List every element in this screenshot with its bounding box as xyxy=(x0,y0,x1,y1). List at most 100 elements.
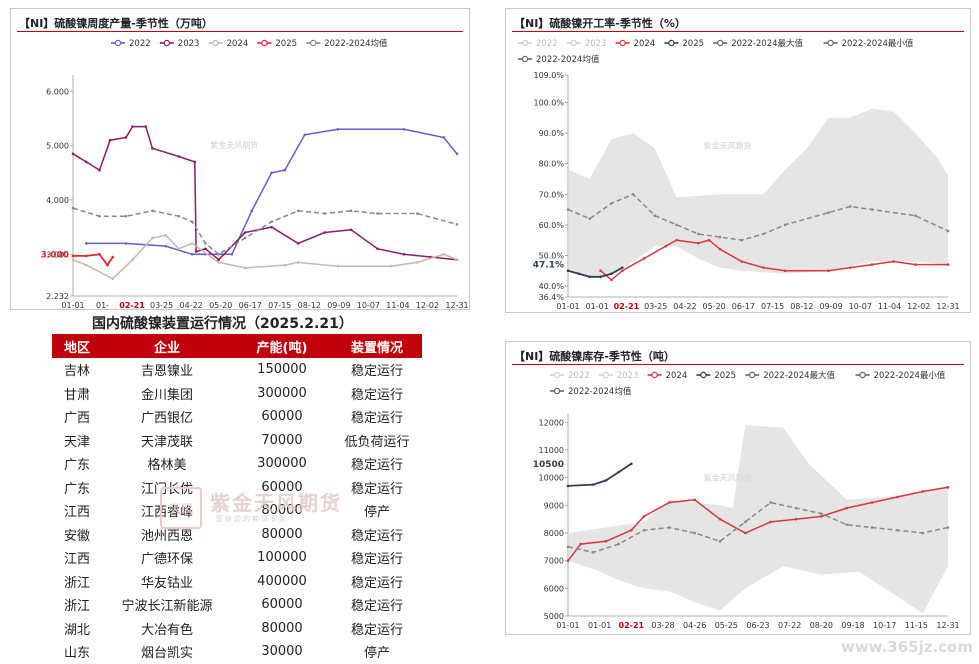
table-watermark-sub: 您身边的期货专家 xyxy=(216,515,288,523)
cell-region: 江西 xyxy=(63,505,90,521)
x-tick-label: 04-22 xyxy=(180,301,203,310)
y-tick-label: 6000 xyxy=(544,584,564,593)
series-point xyxy=(71,206,75,210)
series-point xyxy=(323,212,326,215)
y-tick-label: 100.0% xyxy=(533,99,564,108)
series-line-2022 xyxy=(86,128,458,256)
cell-region: 浙江 xyxy=(63,575,90,591)
series-point xyxy=(296,261,300,264)
series-point xyxy=(946,526,950,529)
x-tick-label: 02-21 xyxy=(614,302,640,311)
series-point xyxy=(455,258,459,262)
title-underline xyxy=(512,364,964,365)
cell-region: 广东 xyxy=(63,458,90,474)
series-point xyxy=(151,209,154,213)
series-point xyxy=(98,168,101,172)
series-point xyxy=(604,479,608,482)
legend-label: 2024 xyxy=(666,371,688,381)
cell-status: 稳定运行 xyxy=(350,387,403,403)
cell-region: 广东 xyxy=(63,481,90,497)
series-point xyxy=(323,231,326,234)
series-point xyxy=(946,486,950,489)
cell-status: 停产 xyxy=(363,505,390,521)
cell-company: 江门长优 xyxy=(140,481,193,497)
series-point xyxy=(566,484,570,488)
cell-company: 金川集团 xyxy=(140,387,193,403)
cell-region: 天津 xyxy=(63,434,90,450)
x-tick-label: 05-20 xyxy=(209,301,232,310)
series-point xyxy=(250,209,254,213)
x-tick-label: 01-01 xyxy=(556,621,579,630)
series-point xyxy=(610,202,613,205)
cell-company: 烟台凯实 xyxy=(140,646,193,662)
series-point xyxy=(415,261,419,264)
legend-label: 2023 xyxy=(617,371,639,381)
legend-label: 2023 xyxy=(178,39,200,49)
table-row: 浙江 华友钴业 400000 稳定运行 xyxy=(52,570,422,594)
y-tick-label: 60.0% xyxy=(539,221,565,230)
output-chart: 2022 2023 2024 2025 2022-2024均值 6.000 5.000 4.0… xyxy=(41,38,469,310)
y-tick-label: 5000 xyxy=(544,612,564,621)
cell-capacity: 300000 xyxy=(257,385,307,401)
series-line-2025 xyxy=(73,253,114,267)
x-tick-label: 08-12 xyxy=(298,301,321,310)
y-tick-label: 9000 xyxy=(544,501,564,510)
x-tick-label: 06-23 xyxy=(746,621,769,630)
x-tick-label: 10-07 xyxy=(849,302,872,311)
y-tick-label: 4.000 xyxy=(46,196,69,205)
y-tick-label: 8000 xyxy=(544,529,564,538)
series-point xyxy=(762,232,765,236)
cell-status: 稳定运行 xyxy=(350,481,403,497)
cell-region: 江西 xyxy=(63,552,90,568)
table-row: 湖北 大冶有色 80000 稳定运行 xyxy=(52,617,422,641)
series-line-2022-2024均值 xyxy=(72,207,458,256)
y-tick-label: 7000 xyxy=(544,557,564,566)
legend-marker xyxy=(602,371,610,379)
series-point xyxy=(642,515,646,518)
x-tick-label: 12-02 xyxy=(907,302,930,311)
series-point xyxy=(870,208,874,211)
series-point xyxy=(617,470,620,474)
series-point xyxy=(270,225,273,229)
series-point xyxy=(108,138,112,142)
series-point xyxy=(820,515,823,518)
y-tick-label: 50.0% xyxy=(539,251,565,260)
x-tick-label: 08-12 xyxy=(790,302,813,311)
table-row: 广西 广西银亿 60000 稳定运行 xyxy=(52,405,422,429)
series-point xyxy=(675,223,678,227)
x-tick-label: 06-17 xyxy=(732,302,755,311)
series-point xyxy=(845,523,848,526)
capacity-table: 地区 企业 产能(吨) 装置情况 吉林 吉恩镍业 150000 稳定运行 甘肃 金川集团 3… xyxy=(52,334,422,664)
series-point xyxy=(194,250,198,253)
legend-marker xyxy=(619,39,626,47)
y-tick-label: 5.000 xyxy=(46,142,69,151)
legend-marker xyxy=(827,39,834,47)
x-tick-label: 01-01 xyxy=(588,621,611,630)
x-tick-label: 12-31 xyxy=(936,621,959,630)
series-point xyxy=(769,520,772,524)
series-point xyxy=(744,531,747,535)
cell-capacity: 150000 xyxy=(257,362,307,378)
series-point xyxy=(617,542,620,546)
legend-marker xyxy=(553,371,561,379)
legend-label: 2024 xyxy=(634,39,656,49)
series-point xyxy=(921,490,924,493)
series-point xyxy=(98,252,101,256)
x-tick-label: 05-20 xyxy=(703,302,726,311)
series-point xyxy=(566,269,570,273)
table-row: 江西 江西睿峰 80000 停产 xyxy=(52,499,422,523)
legend-marker xyxy=(310,39,317,47)
series-point xyxy=(217,261,220,264)
legend-marker xyxy=(521,55,529,63)
series-point xyxy=(177,247,181,251)
x-tick-label: 10-17 xyxy=(873,621,896,630)
chart-watermark: 紫金天风期货 xyxy=(210,140,258,150)
cell-company: 华友钴业 xyxy=(140,575,193,591)
series-point xyxy=(620,266,624,269)
series-point xyxy=(177,155,181,158)
series-point xyxy=(177,214,181,218)
table-row: 安徽 池州西恩 80000 稳定运行 xyxy=(52,523,422,547)
cell-capacity: 60000 xyxy=(261,479,303,495)
table-row: 天津 天津茂联 70000 低负荷运行 xyxy=(52,429,422,453)
y-tick-label: 40.0% xyxy=(539,282,565,291)
